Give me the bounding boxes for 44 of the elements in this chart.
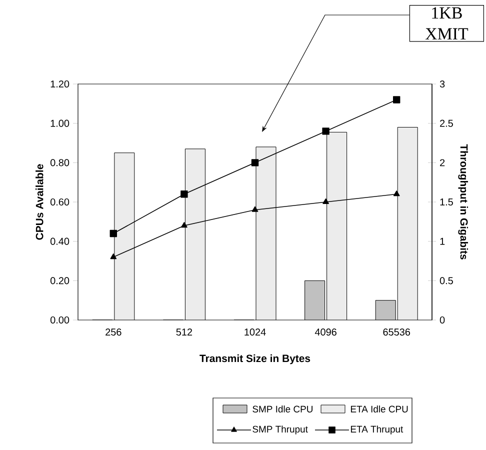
x-tick-label: 1024 [244,328,266,336]
bar [256,146,276,320]
x-tick-label: 65536 [383,328,410,336]
y2-tick-label: 0 [440,316,445,324]
point [110,230,117,238]
point [393,96,400,104]
bar [114,152,135,320]
legend-label: SMP Thruput [252,426,308,434]
text: 1KB XMIT [425,7,468,40]
bar [397,127,418,320]
y2-tick-label: 2.5 [440,120,453,127]
y2-tick-label: 1.5 [440,198,453,206]
y-tick-label: 0.20 [50,277,70,284]
point [251,159,259,166]
y-axis-title: CPUs Available [36,164,44,240]
y2-tick-label: 2 [440,159,445,166]
x-tick-label: 256 [106,328,122,336]
point [181,222,188,228]
y-tick-label: 1.20 [50,80,70,88]
point [180,190,188,198]
y-tick-label: 1.00 [50,120,70,127]
x-tick-label: 512 [176,328,192,336]
point [252,206,258,212]
bar [375,300,396,320]
y2-tick-label: 1 [440,238,445,245]
point [322,128,330,135]
legend-label: ETA Idle CPU [350,406,408,412]
y-tick-label: 0.60 [50,198,70,206]
x-axis-title: Transmit Size in Bytes [200,354,310,364]
y2-axis-title: Throughput in Gigabits [458,144,468,260]
point [393,190,400,196]
bar [304,280,326,320]
y-tick-label: 0.00 [50,316,70,324]
y2-tick-label: 0.5 [440,277,453,284]
y2-tick-label: 3 [440,80,445,88]
y-tick-label: 0.80 [50,159,70,166]
legend-label: SMP Idle CPU [252,406,312,412]
x-tick-label: 4096 [314,328,336,336]
bar [184,148,206,320]
bar [326,132,348,320]
legend-label: ETA Thruput [350,426,404,434]
y-tick-label: 0.40 [50,238,70,245]
point [322,198,329,204]
point [110,253,117,260]
